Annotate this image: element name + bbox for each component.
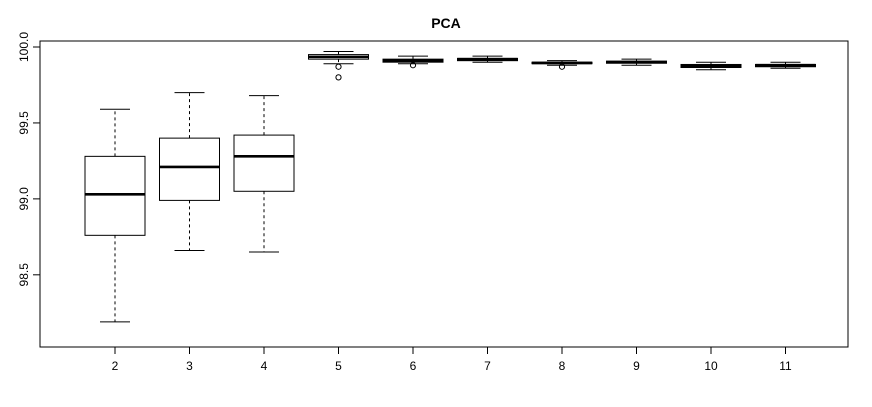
box-iqr <box>159 137 220 201</box>
x-tick-label: 10 <box>704 359 718 373</box>
outlier-point <box>335 63 342 70</box>
x-tick-label: 6 <box>410 359 417 373</box>
outlier-point <box>335 74 342 81</box>
chart-title: PCA <box>431 15 461 31</box>
box-iqr <box>84 155 146 236</box>
outlier-point <box>409 62 417 69</box>
x-tick-label: 2 <box>112 359 119 373</box>
y-tick-label: 99.5 <box>17 111 31 135</box>
x-tick-label: 4 <box>261 359 268 373</box>
y-tick-label: 99.0 <box>17 187 31 211</box>
y-tick-label: 100.0 <box>17 32 31 62</box>
chart-marks: 98.5 99.0 99.5 100.0 2 3 4 5 6 7 8 9 10 11 <box>17 32 816 373</box>
box-iqr <box>233 134 295 192</box>
y-tick-label: 98.5 <box>17 263 31 287</box>
x-tick-label: 3 <box>186 359 193 373</box>
outlier-point <box>558 63 566 70</box>
x-tick-label: 11 <box>779 359 792 373</box>
x-tick-label: 7 <box>484 359 491 373</box>
x-tick-label: 5 <box>335 359 342 373</box>
x-tick-label: 9 <box>633 359 640 373</box>
x-tick-label: 8 <box>559 359 566 373</box>
